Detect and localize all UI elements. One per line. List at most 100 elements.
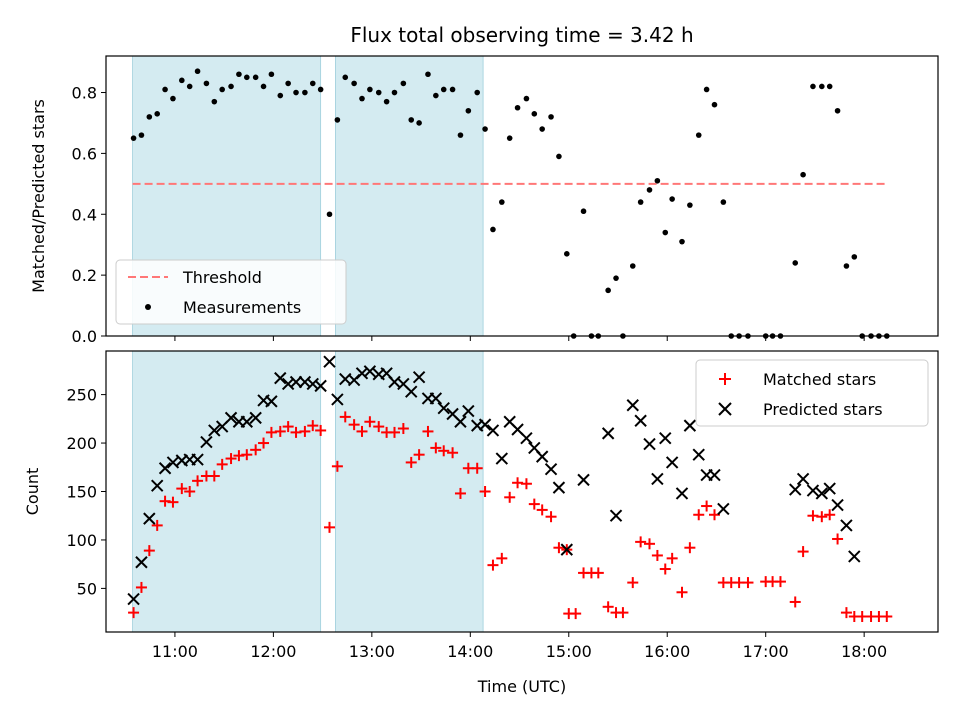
matched-star-point [422,425,434,437]
predicted-star-points [127,355,861,606]
predicted-star-point [240,415,254,428]
matched-star-point [701,500,713,512]
measurement-point [720,199,727,205]
matched-star-point [167,496,179,508]
measurement-point [646,187,653,193]
measurement-point [531,111,538,117]
measurement-point [391,89,398,96]
matched-star-point [592,567,604,579]
x-stroke [643,437,656,451]
x-stroke [405,385,418,398]
matched-star-point [659,563,671,575]
observing-window-band [335,55,484,337]
x-stroke [552,481,566,494]
matched-star-point [454,487,466,499]
predicted-star-point [651,472,664,486]
predicted-star-point [158,462,172,475]
predicted-star-point [478,418,492,431]
x-stroke [150,479,164,492]
observing-window-band [335,350,484,633]
matched-star-point [553,542,565,554]
matched-star-point [832,533,844,545]
matched-star-point [666,552,678,564]
matched-star-point [208,470,220,482]
matched-star-point [789,596,801,608]
matched-star-point [479,486,491,497]
predicted-star-point [437,401,450,415]
measurement-point [792,260,799,266]
x-tick-label: 14:00 [447,642,493,661]
x-stroke [577,473,590,487]
measurement-point [162,86,168,93]
x-stroke [363,365,377,378]
matched-star-point [364,416,376,428]
measurement-point [580,208,587,215]
x-stroke [127,592,140,606]
matched-star-point [135,581,147,593]
x-stroke [478,418,492,431]
measurement-point [433,92,439,99]
matched-star-point [635,536,647,548]
x-tick-label: 13:00 [349,642,395,661]
x-stroke [840,519,853,532]
x-stroke [446,407,459,421]
matched-star-point [438,445,450,457]
matched-star-point [405,456,417,468]
legend-frame [695,359,929,427]
matched-star-point [693,509,705,521]
measurement-point [703,86,710,93]
x-stroke [397,377,410,391]
x-tick-label: 12:00 [250,642,296,661]
y-tick-label: 0.6 [72,144,97,163]
predicted-star-point [486,424,500,437]
measurement-point [810,83,816,90]
measurement-point [326,211,333,218]
x-stroke [462,404,475,418]
predicted-star-point [412,370,426,384]
measurement-point [669,196,675,202]
x-stroke [175,454,189,467]
predicted-star-point [840,519,853,532]
x-stroke [158,462,172,475]
measurement-point [679,238,685,245]
y-tick-label: 50 [77,579,97,598]
measurement-point [482,126,488,132]
y-tick-label: 0.2 [72,266,97,285]
x-stroke [265,395,278,408]
x-stroke [692,448,705,461]
x-stroke [520,431,533,445]
measurement-point [383,98,390,105]
matched-star-point [676,586,688,598]
matched-star-point [602,601,614,613]
x-tick-label: 18:00 [841,642,887,661]
measurement-point [605,287,611,294]
predicted-star-point [127,592,140,606]
x-stroke [314,379,327,393]
measurement-point [285,80,291,87]
predicted-star-point [249,411,262,425]
matched-star-point [315,424,327,436]
y-tick-label: 200 [66,434,97,453]
legend-measurements-swatch [145,304,151,310]
predicted-star-point [143,512,156,525]
measurement-point [219,86,225,93]
matched-star-point [143,545,155,557]
measurement-point [687,202,693,208]
x-stroke [609,509,623,522]
x-stroke [503,415,516,428]
measurement-point [465,107,472,114]
x-stroke [429,392,443,405]
measurement-point [834,107,841,114]
x-stroke [708,468,721,482]
predicted-star-point [626,399,639,412]
predicted-star-point [323,355,336,368]
panel-ratio: 0.00.20.40.60.8 Matched/Predicted stars … [29,55,939,346]
matched-star-point [282,421,294,433]
predicted-star-point [135,556,148,569]
matched-star-point [356,425,368,437]
matched-star-point [250,444,262,456]
matched-star-point [840,607,852,619]
predicted-star-point [609,509,623,522]
measurement-point [317,86,324,93]
matched-star-point [504,491,516,503]
